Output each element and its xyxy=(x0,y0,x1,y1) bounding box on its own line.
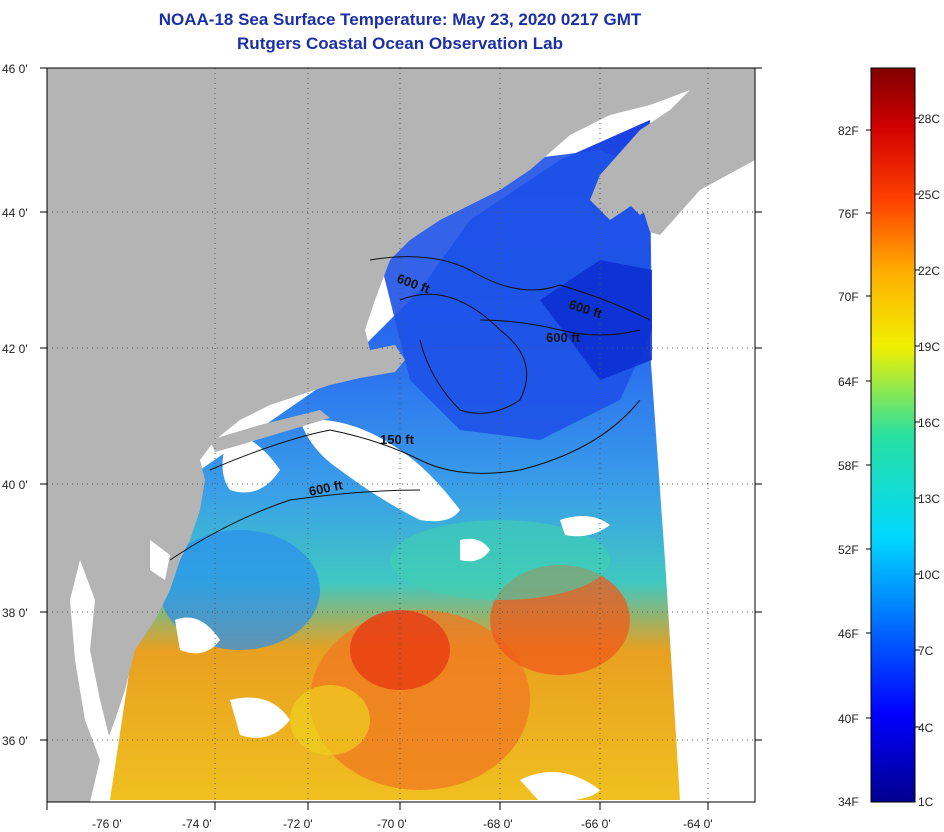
lat-label-44: 44 0' xyxy=(2,206,28,220)
colorbar-label-1c: 1C xyxy=(918,795,934,809)
colorbar-label-28c: 28C xyxy=(918,112,940,126)
warm-water-patch-3 xyxy=(350,610,450,690)
colorbar-label-25c: 25C xyxy=(918,188,940,202)
bathymetry-contours xyxy=(169,256,651,561)
lon-label-76: -76 0' xyxy=(92,817,122,831)
lat-label-38: 38 0' xyxy=(2,606,28,620)
page-title: NOAA-18 Sea Surface Temperature: May 23,… xyxy=(158,10,642,29)
colorbar-label-76f: 76F xyxy=(838,207,859,221)
colorbar-label-40f: 40F xyxy=(838,712,859,726)
colorbar-label-58f: 58F xyxy=(838,459,859,473)
shelf-water-green xyxy=(390,520,610,600)
land-long-island xyxy=(210,410,330,452)
contour-label-4: 150 ft xyxy=(380,432,415,447)
lon-label-66: -66 0' xyxy=(581,817,611,831)
lat-label-42: 42 0' xyxy=(2,342,28,356)
warm-water-patch-4 xyxy=(290,685,370,755)
colorbar-label-22c: 22C xyxy=(918,264,940,278)
coastal-mixed-water xyxy=(160,530,320,650)
colorbar-label-4c: 4C xyxy=(918,721,934,735)
colorbar-label-34f: 34F xyxy=(838,795,859,809)
colorbar-label-10c: 10C xyxy=(918,568,940,582)
colorbar-label-13c: 13C xyxy=(918,492,940,506)
colorbar-label-52f: 52F xyxy=(838,543,859,557)
contour-label-5: 600 ft xyxy=(308,477,345,499)
colorbar-label-46f: 46F xyxy=(838,627,859,641)
map-frame xyxy=(46,67,756,803)
colorbar-label-19c: 19C xyxy=(918,340,940,354)
lat-label-46: 46 0' xyxy=(2,62,28,76)
colorbar-label-82f: 82F xyxy=(838,124,859,138)
contour-label-3: 600 ft xyxy=(546,330,581,345)
land-nova-scotia xyxy=(625,75,755,215)
colorbar-ticks xyxy=(866,117,920,728)
colorbar-label-64f: 64F xyxy=(838,375,859,389)
colorbar-label-7c: 7C xyxy=(918,644,934,658)
colorbar-label-16c: 16C xyxy=(918,416,940,430)
lon-label-64: -64 0' xyxy=(683,817,713,831)
lat-label-36: 36 0' xyxy=(2,734,28,748)
delaware-bay xyxy=(150,540,170,580)
gulf-of-maine-cold-water xyxy=(380,150,652,440)
cloud-cover xyxy=(175,419,610,802)
lon-label-68: -68 0' xyxy=(483,817,513,831)
lon-label-72: -72 0' xyxy=(283,817,313,831)
map-area xyxy=(47,68,755,802)
deep-cold-water xyxy=(540,260,652,380)
lon-label-70: -70 0' xyxy=(377,817,407,831)
land-mainland xyxy=(47,68,755,802)
colorbar-label-70f: 70F xyxy=(838,290,859,304)
chesapeake-bay xyxy=(70,560,110,760)
lat-label-40: 40 0' xyxy=(2,478,28,492)
axis-ticks xyxy=(40,67,762,810)
graticule xyxy=(47,68,755,802)
page-subtitle: Rutgers Coastal Ocean Observation Lab xyxy=(237,34,563,53)
lon-label-74: -74 0' xyxy=(182,817,212,831)
colorbar xyxy=(870,67,916,803)
